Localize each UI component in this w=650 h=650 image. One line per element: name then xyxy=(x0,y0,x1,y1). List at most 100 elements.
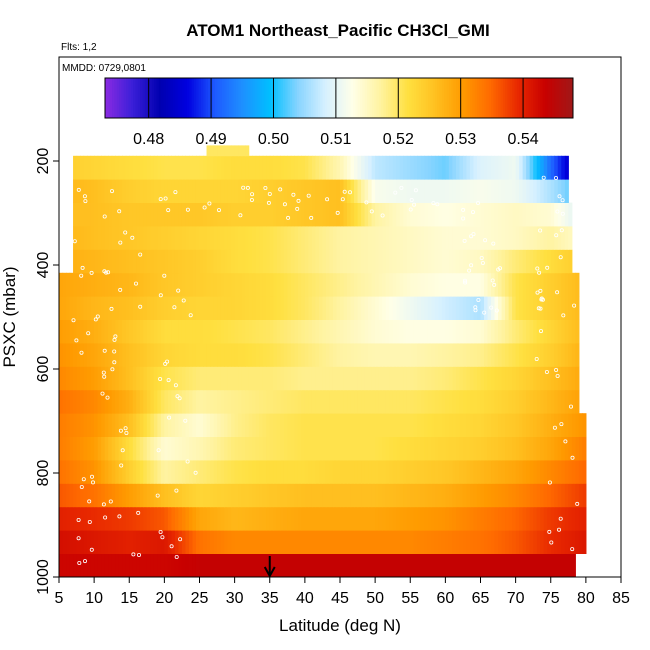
heatmap-cell xyxy=(129,226,134,250)
colorbar-segment xyxy=(114,78,118,118)
heatmap-cell xyxy=(143,272,148,297)
heatmap-cell xyxy=(459,343,464,367)
heatmap-cell xyxy=(255,413,260,437)
colorbar-segment xyxy=(413,78,417,118)
colorbar-segment xyxy=(549,78,553,118)
heatmap-cell xyxy=(364,319,369,344)
heatmap-cell xyxy=(441,343,446,367)
heatmap-cell xyxy=(283,179,288,203)
colorbar-segment xyxy=(406,78,410,118)
heatmap-cell xyxy=(90,249,95,274)
heatmap-cell xyxy=(498,413,503,437)
measurement-point xyxy=(207,201,212,206)
heatmap-cell xyxy=(378,202,383,227)
heatmap-cell xyxy=(564,553,569,578)
heatmap-cell xyxy=(508,202,513,227)
heatmap-cell xyxy=(171,530,176,554)
heatmap-cell xyxy=(80,530,85,554)
measurement-point xyxy=(80,265,85,270)
heatmap-cell xyxy=(519,389,524,414)
heatmap-cell xyxy=(213,483,218,508)
heatmap-cell xyxy=(213,202,218,227)
heatmap-cell xyxy=(73,506,78,531)
heatmap-cell xyxy=(252,319,257,344)
heatmap-cell xyxy=(431,296,436,320)
heatmap-cell xyxy=(308,436,313,461)
colorbar-segment xyxy=(245,78,249,118)
heatmap-cell xyxy=(290,155,295,180)
heatmap-cell xyxy=(406,343,411,367)
heatmap-cell xyxy=(132,413,137,437)
heatmap-cell xyxy=(543,179,548,203)
heatmap-cell xyxy=(224,413,229,437)
heatmap-cell xyxy=(160,483,165,508)
heatmap-cell xyxy=(132,226,137,250)
measurement-point xyxy=(467,268,472,273)
heatmap-cell xyxy=(385,343,390,367)
heatmap-cell xyxy=(97,413,102,437)
heatmap-cell xyxy=(343,319,348,344)
heatmap-cell xyxy=(213,272,218,297)
heatmap-cell xyxy=(466,155,471,180)
heatmap-cell xyxy=(220,145,225,157)
heatmap-cell xyxy=(347,343,352,367)
heatmap-cell xyxy=(129,319,134,344)
heatmap-cell xyxy=(199,483,204,508)
heatmap-cell xyxy=(410,319,415,344)
heatmap-cell xyxy=(122,436,127,461)
heatmap-cell xyxy=(522,179,527,203)
heatmap-cell xyxy=(304,460,309,484)
heatmap-cell xyxy=(347,366,352,391)
colorbar-segment xyxy=(341,78,345,118)
heatmap-cell xyxy=(259,413,264,437)
heatmap-cell xyxy=(259,343,264,367)
measurement-point xyxy=(177,396,182,401)
heatmap-cell xyxy=(434,483,439,508)
colorbar-segment xyxy=(271,78,274,118)
heatmap-cell xyxy=(533,460,538,484)
heatmap-cell xyxy=(554,413,559,437)
heatmap-cell xyxy=(150,202,155,227)
heatmap-cell xyxy=(129,530,134,554)
heatmap-cell xyxy=(280,155,285,180)
heatmap-cell xyxy=(94,249,99,274)
heatmap-cell xyxy=(301,389,306,414)
heatmap-cell xyxy=(424,460,429,484)
heatmap-cell xyxy=(181,272,187,297)
heatmap-cell xyxy=(417,202,422,227)
heatmap-cell xyxy=(557,483,562,508)
colorbar-segment xyxy=(313,78,317,118)
heatmap-cell xyxy=(73,366,78,391)
heatmap-cell xyxy=(469,553,475,578)
heatmap-cell xyxy=(311,366,317,391)
heatmap-cell xyxy=(171,413,176,437)
heatmap-cell xyxy=(547,436,552,461)
heatmap-cell xyxy=(543,413,548,437)
heatmap-cell xyxy=(76,436,81,461)
heatmap-cell xyxy=(501,155,506,180)
heatmap-cell xyxy=(185,553,190,578)
heatmap-cell xyxy=(473,249,478,274)
heatmap-cell xyxy=(104,272,109,297)
heatmap-cell xyxy=(203,202,208,227)
measurement-point xyxy=(104,270,109,275)
heatmap-cell xyxy=(206,413,211,437)
heatmap-cell xyxy=(350,530,355,554)
heatmap-cell xyxy=(455,226,461,250)
heatmap-cell xyxy=(427,226,432,250)
measurement-point xyxy=(123,230,128,235)
heatmap-cell xyxy=(294,506,299,531)
heatmap-cell xyxy=(406,553,411,578)
heatmap-cell xyxy=(290,249,295,274)
heatmap-cell xyxy=(167,436,172,461)
heatmap-cell xyxy=(94,460,99,484)
heatmap-cell xyxy=(269,366,274,391)
measurement-point xyxy=(557,527,562,532)
measurement-point xyxy=(117,514,122,519)
heatmap-cell xyxy=(540,226,545,250)
heatmap-cell xyxy=(529,436,534,461)
heatmap-cell xyxy=(136,226,141,250)
measurement-point xyxy=(101,502,106,507)
heatmap-cell xyxy=(136,249,141,274)
heatmap-cell xyxy=(97,319,102,344)
